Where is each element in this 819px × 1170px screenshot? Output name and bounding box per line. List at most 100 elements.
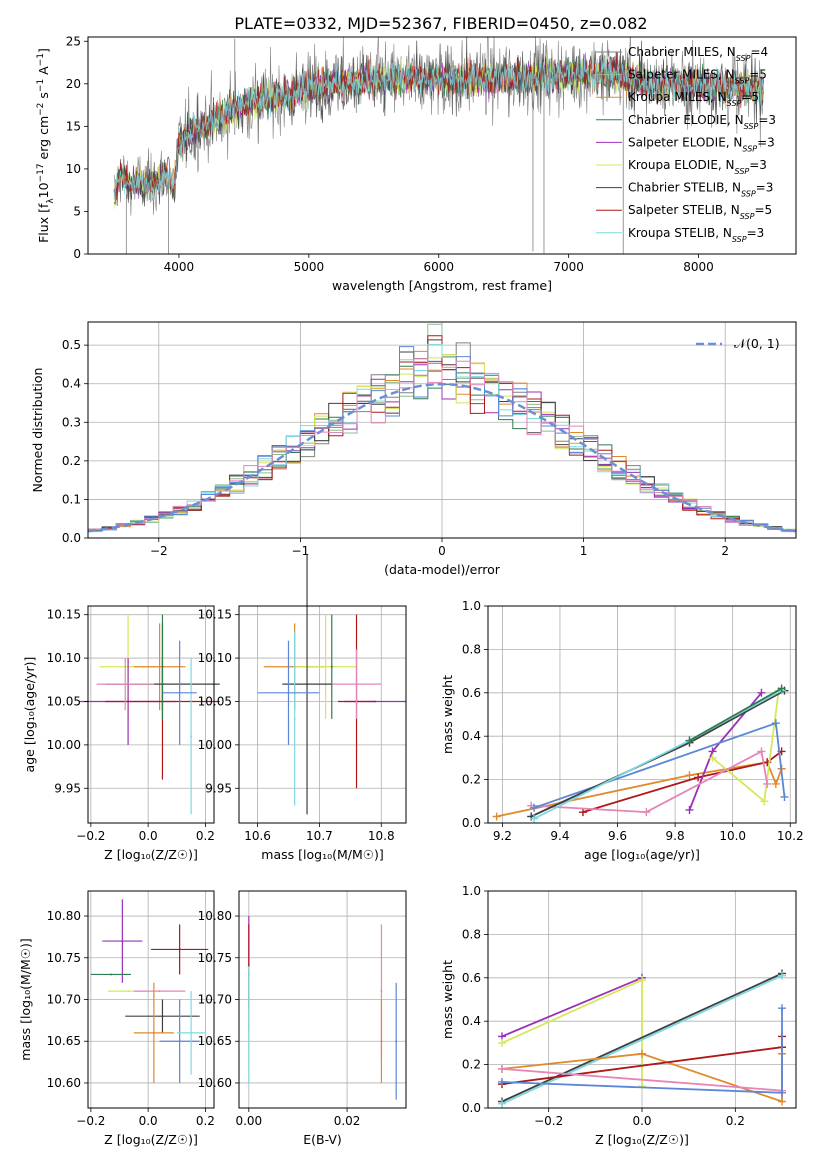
data-point	[324, 665, 327, 668]
legend-entry: Salpeter STELIB, NSSP=5	[628, 203, 772, 221]
y-tick-label: 10.65	[47, 1034, 81, 1048]
spectrum-line	[113, 51, 764, 202]
y-tick-label: 0.0	[462, 816, 481, 830]
plus-marker	[530, 803, 539, 812]
spectrum-marks	[113, 37, 764, 254]
x-tick-label: 7000	[553, 260, 584, 274]
data-point	[178, 691, 181, 694]
data-point	[158, 665, 161, 668]
data-point	[380, 1040, 383, 1043]
y-tick-label: 10.60	[198, 1076, 232, 1090]
series-line	[501, 976, 643, 1038]
plot-frame	[87, 36, 797, 255]
plus-marker	[771, 719, 780, 728]
series-line	[501, 972, 783, 1103]
y-axis-label: mass [log₁₀(M/M☉)]	[18, 938, 33, 1060]
x-axis-label: Z [log₁₀(Z/Z☉)]	[104, 1132, 198, 1147]
plus-marker	[763, 779, 772, 788]
x-tick-label: 0.2	[726, 1114, 745, 1128]
mass-weight-vs-age-panel: 9.2 9.4 9.6 9.8 10.0 10.2 0.0 0.2 0.4 0.6 0.8 1.0 ag…	[440, 599, 804, 862]
plus-marker	[760, 797, 769, 806]
data-point	[178, 948, 181, 951]
mass-weight-vs-Z-marks	[498, 969, 786, 1108]
y-tick-label: 15	[66, 119, 81, 133]
plot-frame	[487, 890, 797, 1109]
residuals-panel: −2 −1 0 1 2 0.0 0.1 0.2 0.3 0.4 0.5 (data-model)/er…	[30, 321, 797, 577]
y-tick-label: 10.80	[47, 909, 81, 923]
y-tick-label: 0.2	[462, 773, 481, 787]
x-tick-label: 4000	[164, 260, 195, 274]
series-line	[531, 750, 769, 814]
x-tick-label: 2	[721, 544, 729, 558]
y-tick-label: 0.6	[462, 971, 481, 985]
y-tick-label: 9.95	[205, 781, 232, 795]
plot-frame	[238, 605, 407, 824]
plus-marker	[780, 792, 789, 801]
y-axis-label: Flux [fλ10−17 erg cm−2 s−1 A−1]	[36, 48, 56, 243]
y-tick-label: 0.8	[462, 642, 481, 656]
plus-marker	[638, 1049, 646, 1058]
plus-marker	[757, 688, 766, 697]
data-point	[355, 683, 358, 686]
y-tick-label: 5	[73, 204, 81, 218]
mass-vs-Z-marks	[90, 899, 209, 1083]
mass-weight-vs-Z-panel: −0.2 0.0 0.2 0.0 0.2 0.4 0.6 0.8 1.0 Z [log₁₀(Z/Z…	[440, 884, 797, 1147]
plot-frame	[87, 321, 797, 539]
x-tick-label: 0.0	[139, 1114, 158, 1128]
plot-frame	[487, 605, 797, 824]
y-tick-label: 10	[66, 162, 81, 176]
legend-entry: 𝒩(0, 1)	[734, 336, 780, 351]
series-line	[501, 1068, 783, 1092]
x-tick-label: −0.2	[534, 1114, 563, 1128]
x-axis-label: (data-model)/error	[384, 562, 501, 577]
data-point	[161, 1015, 164, 1018]
mass-vs-ebv-panel: 0.00 0.02 10.60 10.65 10.70 10.75 10.80 E(B-V)	[198, 890, 407, 1147]
data-point	[293, 717, 296, 720]
data-point	[306, 683, 309, 686]
residuals-marks	[88, 323, 796, 534]
y-tick-label: 10.70	[47, 993, 81, 1007]
series-line	[711, 690, 780, 804]
y-tick-label: 0.2	[62, 454, 81, 468]
x-tick-label: 9.6	[608, 829, 627, 843]
histogram-series	[88, 358, 796, 534]
x-axis-label: age [log₁₀(age/yr)]	[584, 847, 700, 862]
y-tick-label: 0.6	[462, 686, 481, 700]
plus-marker	[530, 814, 539, 823]
y-tick-label: 0.4	[62, 377, 81, 391]
age-vs-mass-marks	[257, 553, 406, 815]
plus-marker	[778, 971, 786, 980]
data-point	[161, 665, 164, 668]
y-axis-label: age [log₁₀(age/yr)]	[22, 657, 37, 773]
plus-marker	[757, 747, 766, 756]
x-axis-label: wavelength [Angstrom, rest frame]	[332, 278, 552, 293]
series-line	[688, 692, 763, 811]
data-point	[124, 683, 127, 686]
legend-entry: Kroupa MILES, NSSP=5	[628, 90, 759, 108]
x-axis-label: mass [log₁₀(M/M☉)]	[261, 847, 383, 862]
y-tick-label: 10.10	[47, 651, 81, 665]
series-line	[501, 974, 783, 1105]
y-tick-label: 10.15	[47, 608, 81, 622]
y-tick-label: 10.15	[198, 608, 232, 622]
plus-marker	[694, 773, 703, 782]
x-tick-label: −2	[150, 544, 168, 558]
x-tick-label: −0.2	[76, 829, 105, 843]
plus-marker	[685, 805, 694, 814]
plus-marker	[642, 808, 651, 817]
x-tick-label: 10.8	[368, 829, 395, 843]
age-vs-Z-panel: −0.2 0.0 0.2 9.95 10.00 10.05 10.10 10.15 Z [log…	[22, 605, 220, 862]
y-tick-label: 10.05	[47, 694, 81, 708]
plus-marker	[498, 1064, 506, 1073]
x-tick-label: −0.2	[76, 1114, 105, 1128]
x-tick-label: 10.6	[244, 829, 271, 843]
x-tick-label: 5000	[294, 260, 325, 274]
legend-entry: Chabrier STELIB, NSSP=3	[628, 181, 773, 199]
legend-entry: Salpeter MILES, NSSP=5	[628, 68, 767, 86]
plus-marker	[578, 808, 587, 817]
y-axis-label: Normed distribution	[30, 368, 45, 493]
normal-curve	[88, 382, 796, 533]
y-tick-label: 10.70	[198, 993, 232, 1007]
mass-weight-vs-age-marks	[492, 684, 789, 823]
